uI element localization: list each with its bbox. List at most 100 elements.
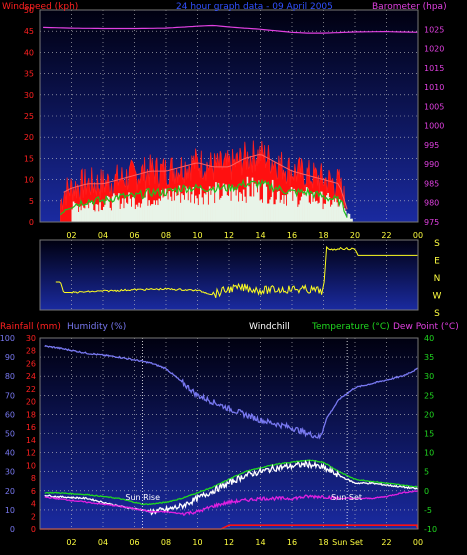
wind-bar	[194, 195, 197, 222]
panel-3-x-tick-label: 08	[161, 538, 171, 547]
wind-bar	[90, 201, 92, 222]
wind-bar	[211, 188, 213, 222]
wind-bar	[104, 204, 106, 222]
wind-bar	[137, 206, 139, 222]
wind-bar	[202, 204, 205, 222]
wind-bar	[271, 179, 274, 222]
wind-bar	[76, 205, 79, 222]
barometer-axis-label: Barometer (hpa)	[372, 2, 447, 12]
wind-bar	[241, 200, 244, 222]
wind-bar	[259, 200, 261, 222]
wind-bar	[319, 191, 322, 222]
wind-bar	[328, 197, 331, 222]
windspeed-series	[60, 178, 348, 218]
wind-bar	[317, 203, 319, 222]
rainfall-axis-label: Rainfall (mm)	[0, 322, 61, 332]
sunrise-label: Sun Rise	[125, 493, 160, 502]
panel-2-background	[40, 240, 418, 310]
wind-bar	[128, 192, 130, 222]
wind-bar	[196, 198, 198, 222]
rainfall-tick-label: 6	[31, 487, 36, 496]
wind-bar	[279, 202, 281, 222]
panel-3-x-tick-label: 18	[318, 538, 328, 547]
wind-bar	[242, 189, 245, 222]
series-humidity	[44, 344, 419, 440]
temperature-tick-label: 5	[424, 468, 429, 477]
wind-bar	[110, 210, 113, 222]
wind-bar	[131, 197, 134, 222]
wind-bar	[181, 193, 183, 222]
wind-bar	[150, 204, 153, 222]
wind-bar	[290, 187, 293, 222]
humidity-tick-label: 30	[5, 468, 15, 477]
wind-bar	[109, 207, 111, 222]
sunset-time-label: Sun Set	[332, 538, 363, 547]
wind-bar	[164, 188, 167, 222]
wind-bar	[229, 186, 231, 222]
wind-bar	[294, 193, 297, 222]
panel-1-x-tick-label: 08	[161, 231, 171, 240]
windspeed-barometer-panel: 0510152025303540455097598098599099510001…	[24, 6, 445, 240]
windchill-label: Windchill	[249, 322, 290, 332]
wind-bar	[286, 194, 289, 222]
wind-bar	[187, 200, 190, 222]
wind-bar	[268, 203, 270, 222]
wind-bar	[308, 202, 310, 222]
wind-bar	[250, 196, 253, 222]
windspeed-axis-label: Windspeed (kph)	[2, 2, 78, 12]
panel-1-x-tick-label: 14	[255, 231, 265, 240]
wind-bar	[341, 202, 343, 222]
wind-bar	[143, 197, 145, 222]
wind-bar	[148, 200, 150, 222]
wind-bar	[223, 188, 226, 222]
wind-bar	[95, 204, 98, 222]
wind-bar	[265, 186, 268, 222]
wind-bar	[134, 209, 137, 222]
wind-bar	[329, 206, 332, 222]
rainfall-tick-label: 8	[31, 474, 36, 483]
wind-bar	[118, 193, 120, 222]
wind-bar	[263, 183, 265, 222]
wind-bar	[178, 185, 181, 222]
wind-bar	[82, 207, 85, 222]
wind-bar	[179, 202, 182, 222]
wind-bar	[240, 193, 242, 222]
series-dew-point-c	[44, 490, 419, 516]
humidity-tick-label: 20	[5, 487, 15, 496]
barometer-tick-label: 980	[424, 199, 439, 208]
panel-3-frame	[39, 337, 419, 530]
wind-bar	[274, 204, 276, 222]
wind-bar	[100, 209, 103, 222]
wind-bar	[84, 208, 86, 222]
wind-bar	[152, 204, 154, 222]
wind-bar	[125, 202, 128, 222]
wind-bar	[245, 202, 247, 222]
wind-bar	[167, 199, 169, 222]
wind-bar	[96, 204, 99, 222]
windspeed-tick-label: 25	[24, 112, 34, 121]
wind-bar	[326, 195, 328, 222]
wind-bar	[123, 208, 125, 222]
wind-bar	[348, 213, 351, 222]
wind-bar	[186, 188, 188, 222]
wind-bar	[216, 186, 218, 222]
wind-bar	[342, 205, 344, 222]
wind-bar	[323, 203, 326, 222]
wind-bar	[298, 204, 300, 222]
wind-bar	[221, 195, 224, 222]
wind-bar	[315, 200, 318, 222]
wind-bar	[120, 203, 123, 222]
wind-bar	[302, 191, 304, 222]
wind-bar	[86, 203, 89, 222]
wind-bar	[210, 194, 212, 222]
wind-bar	[312, 201, 314, 222]
rainfall-tick-label: 4	[31, 500, 36, 509]
wind-bar	[344, 210, 347, 222]
wind-bar	[203, 193, 206, 222]
wind-bar	[237, 201, 240, 222]
wind-bar	[257, 180, 260, 222]
wind-bar	[273, 204, 275, 222]
wind-bar	[313, 192, 316, 222]
wind-bar	[276, 191, 279, 222]
